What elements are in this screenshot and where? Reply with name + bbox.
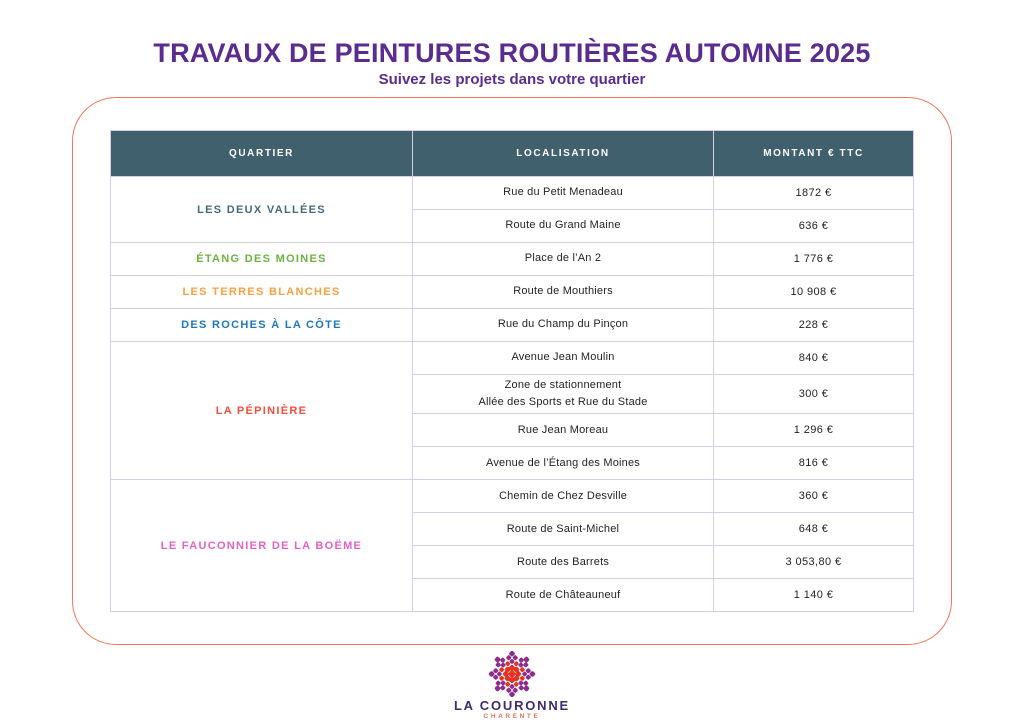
table-header: QUARTIER LOCALISATION MONTANT € TTC <box>110 130 914 177</box>
table-row: Route des Barrets 3 053,80 € <box>111 545 914 580</box>
quartier-cell: LA PÉPINIÈRE <box>110 340 413 481</box>
montant-cell: 1872 € <box>713 176 914 210</box>
localisation-cell: Zone de stationnement Allée des Sports e… <box>412 373 714 415</box>
table-row: Zone de stationnement Allée des Sports e… <box>111 373 914 415</box>
localisation-cell: Rue Jean Moreau <box>412 413 714 448</box>
localisation-cell: Avenue Jean Moulin <box>412 341 714 375</box>
quartier-cell: LES TERRES BLANCHES <box>110 275 413 309</box>
logo-subtitle: CHARENTE <box>483 713 541 720</box>
logo-title: LA COURONNE <box>453 698 571 713</box>
montant-cell: 840 € <box>713 341 914 375</box>
montant-cell: 648 € <box>713 512 914 547</box>
montant-cell: 1 140 € <box>713 578 914 613</box>
localisation-cell: Route de Châteauneuf <box>412 578 714 613</box>
montant-cell: 1 776 € <box>713 242 914 276</box>
quartier-cell: DES ROCHES À LA CÔTE <box>110 308 413 342</box>
works-table: QUARTIER LOCALISATION MONTANT € TTC LES … <box>110 130 914 613</box>
table-body: LES DEUX VALLÉES Rue du Petit Menadeau 187… <box>110 176 914 613</box>
table-row: LE FAUCONNIER DE LA BOËME Chemin de Chez … <box>110 479 914 613</box>
localisation-cell: Route de Saint-Michel <box>412 512 714 547</box>
montant-cell: 636 € <box>713 209 914 243</box>
localisation-cell: Avenue de l’Étang des Moines <box>412 446 714 481</box>
montant-cell: 10 908 € <box>713 275 914 309</box>
montant-cell: 1 296 € <box>713 413 914 448</box>
table-row: LES DEUX VALLÉES Rue du Petit Menadeau 187… <box>110 176 914 243</box>
localisation-cell: Chemin de Chez Desville <box>412 479 714 514</box>
montant-cell: 300 € <box>713 373 914 415</box>
localisation-cell: Rue du Champ du Pinçon <box>412 308 714 342</box>
localisation-cell: Place de l’An 2 <box>412 242 714 276</box>
la-couronne-logo-icon <box>488 651 536 697</box>
footer-logo: LA COURONNE CHARENTE <box>0 651 1024 721</box>
quartier-cell: LE FAUCONNIER DE LA BOËME <box>110 479 413 613</box>
table-row: Route de Saint-Michel 648 € <box>111 512 914 547</box>
quartier-cell: ÉTANG DES MOINES <box>110 242 413 276</box>
header-quartier: QUARTIER <box>110 130 413 177</box>
table-row: Route de Châteauneuf 1 140 € <box>111 578 914 613</box>
montant-cell: 816 € <box>713 446 914 481</box>
montant-cell: 228 € <box>713 308 914 342</box>
table-row: LA PÉPINIÈRE Avenue Jean Moulin 840 € <box>110 340 914 481</box>
quartier-cell: LES DEUX VALLÉES <box>110 176 413 243</box>
table-row: Rue Jean Moreau 1 296 € <box>111 413 914 448</box>
table-row: DES ROCHES À LA CÔTE Rue du Champ du Pinç… <box>110 308 914 342</box>
header-montant: MONTANT € TTC <box>713 130 914 177</box>
page-subtitle: Suivez les projets dans votre quartier <box>378 71 646 88</box>
rosette-dots <box>488 651 536 697</box>
localisation-cell: Route du Grand Maine <box>412 209 714 243</box>
header-localisation: LOCALISATION <box>412 130 714 177</box>
localisation-cell: Rue du Petit Menadeau <box>412 176 714 210</box>
localisation-cell: Route de Mouthiers <box>412 275 714 309</box>
table-row: LES TERRES BLANCHES Route de Mouthiers 10 … <box>110 275 914 309</box>
localisation-cell: Route des Barrets <box>412 545 714 580</box>
montant-cell: 360 € <box>713 479 914 514</box>
header-row: QUARTIER LOCALISATION MONTANT € TTC <box>110 130 914 177</box>
montant-cell: 3 053,80 € <box>713 545 914 580</box>
table-row: Route du Grand Maine 636 € <box>111 209 914 243</box>
page-title: TRAVAUX DE PEINTURES ROUTIÈRES AUTOMNE 2… <box>153 38 871 68</box>
